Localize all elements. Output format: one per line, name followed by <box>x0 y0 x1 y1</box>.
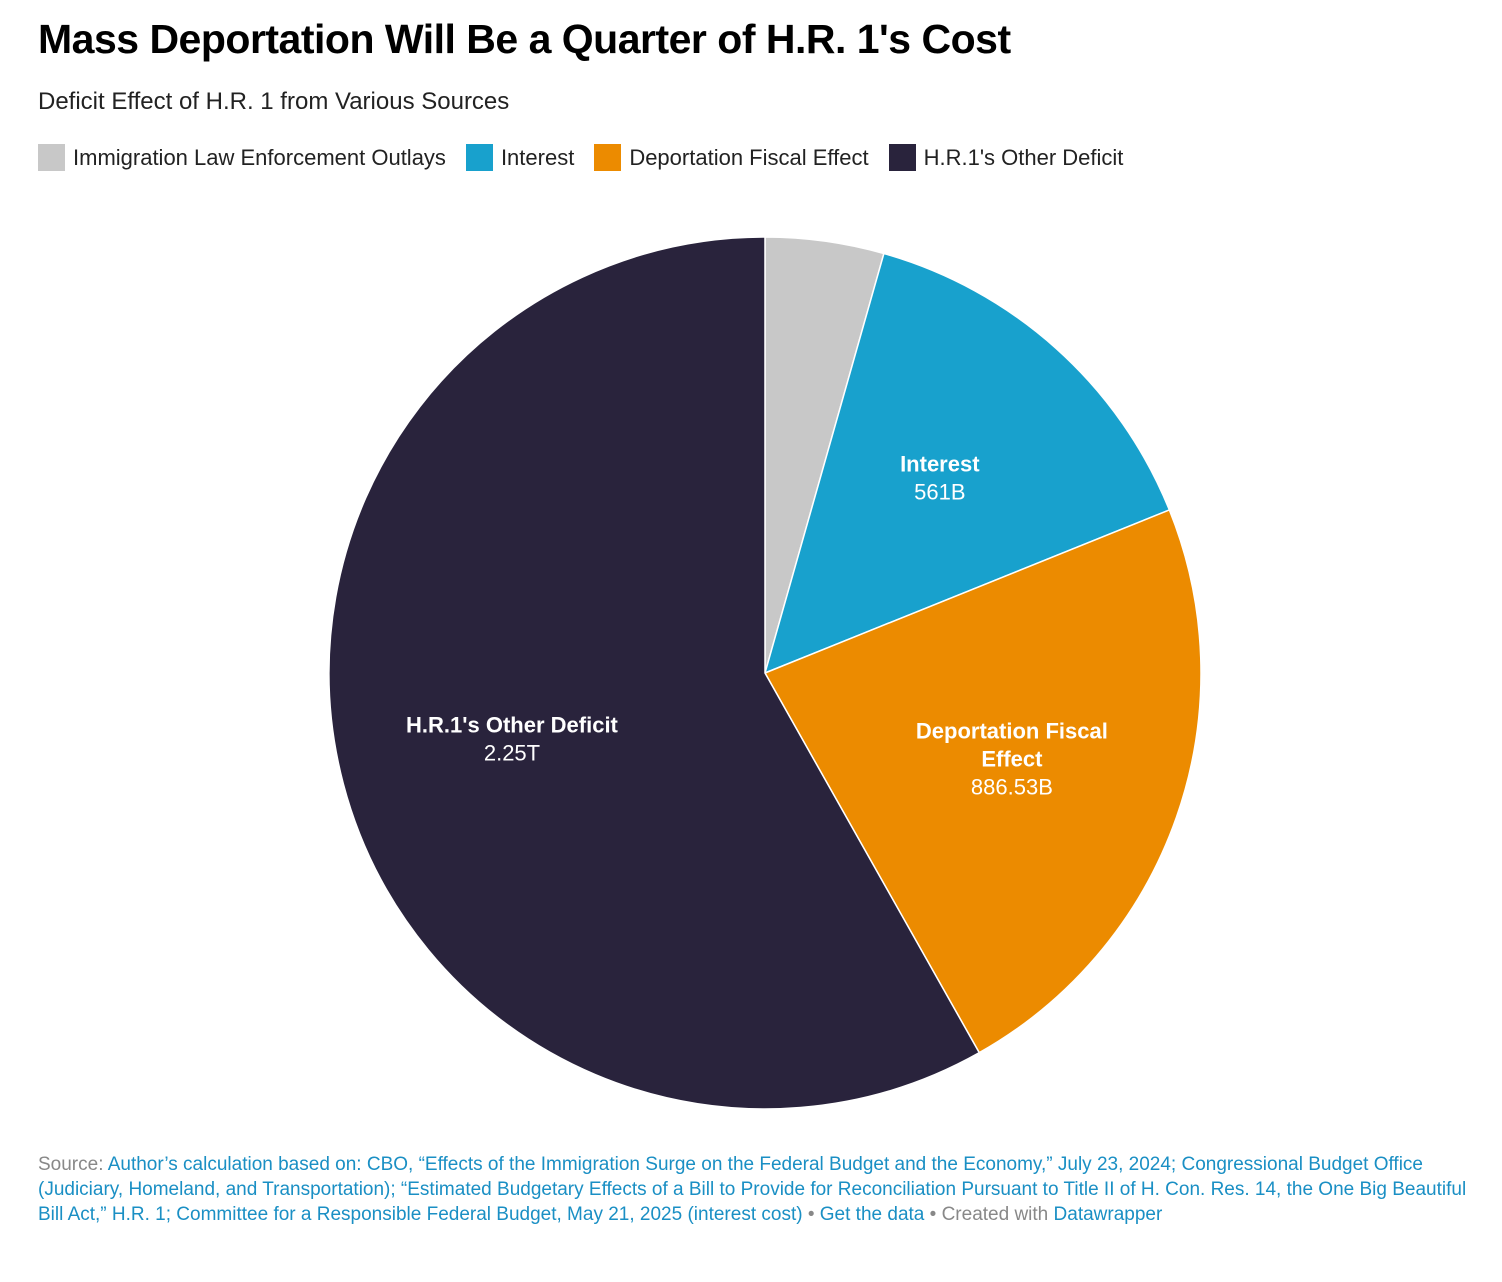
source-prefix: Source: <box>38 1154 108 1175</box>
slice-label-value: 886.53B <box>971 774 1053 799</box>
created-with-text: Created with <box>941 1204 1049 1225</box>
slice-label: Interest 561B <box>900 451 980 504</box>
slice-label-value: 2.25T <box>484 740 540 765</box>
legend: Immigration Law Enforcement Outlays Inte… <box>38 144 1143 171</box>
legend-swatch <box>465 144 493 171</box>
slice-label-value: 561B <box>914 479 965 504</box>
legend-label: H.R.1's Other Deficit <box>923 144 1124 170</box>
get-data-link[interactable]: Get the data <box>819 1204 925 1225</box>
pie-slice[interactable] <box>763 509 1202 1054</box>
legend-swatch <box>594 144 622 171</box>
chart-subtitle: Deficit Effect of H.R. 1 from Various So… <box>38 88 510 115</box>
footer-separator: • <box>924 1204 942 1225</box>
legend-item-interest: Interest <box>465 144 575 171</box>
chart-title: Mass Deportation Will Be a Quarter of H.… <box>38 16 1011 62</box>
slice-label-name: Effect <box>981 746 1043 771</box>
legend-item-other-deficit: H.R.1's Other Deficit <box>888 144 1124 171</box>
legend-item-deportation: Deportation Fiscal Effect <box>594 144 869 171</box>
slice-label-name: Interest <box>900 451 980 476</box>
source-link[interactable]: Author’s calculation based on: CBO, “Eff… <box>38 1154 1467 1225</box>
slice-label-name: H.R.1's Other Deficit <box>406 712 619 737</box>
datawrapper-link[interactable]: Datawrapper <box>1053 1204 1163 1225</box>
footer-separator: • <box>802 1204 820 1225</box>
pie-slice[interactable] <box>763 252 1171 675</box>
legend-label: Immigration Law Enforcement Outlays <box>73 144 446 170</box>
footer: Source: Author’s calculation based on: C… <box>38 1152 1488 1227</box>
legend-label: Deportation Fiscal Effect <box>629 144 869 170</box>
pie-slice[interactable] <box>328 236 981 1110</box>
legend-item-enforcement: Immigration Law Enforcement Outlays <box>38 144 446 171</box>
slice-label: H.R.1's Other Deficit 2.25T <box>406 712 619 765</box>
legend-swatch <box>38 144 65 171</box>
legend-label: Interest <box>500 144 575 170</box>
slice-label-name: Deportation Fiscal <box>916 718 1108 743</box>
legend-swatch <box>888 144 916 171</box>
slice-label: Deportation Fiscal Effect 886.53B <box>916 718 1108 799</box>
